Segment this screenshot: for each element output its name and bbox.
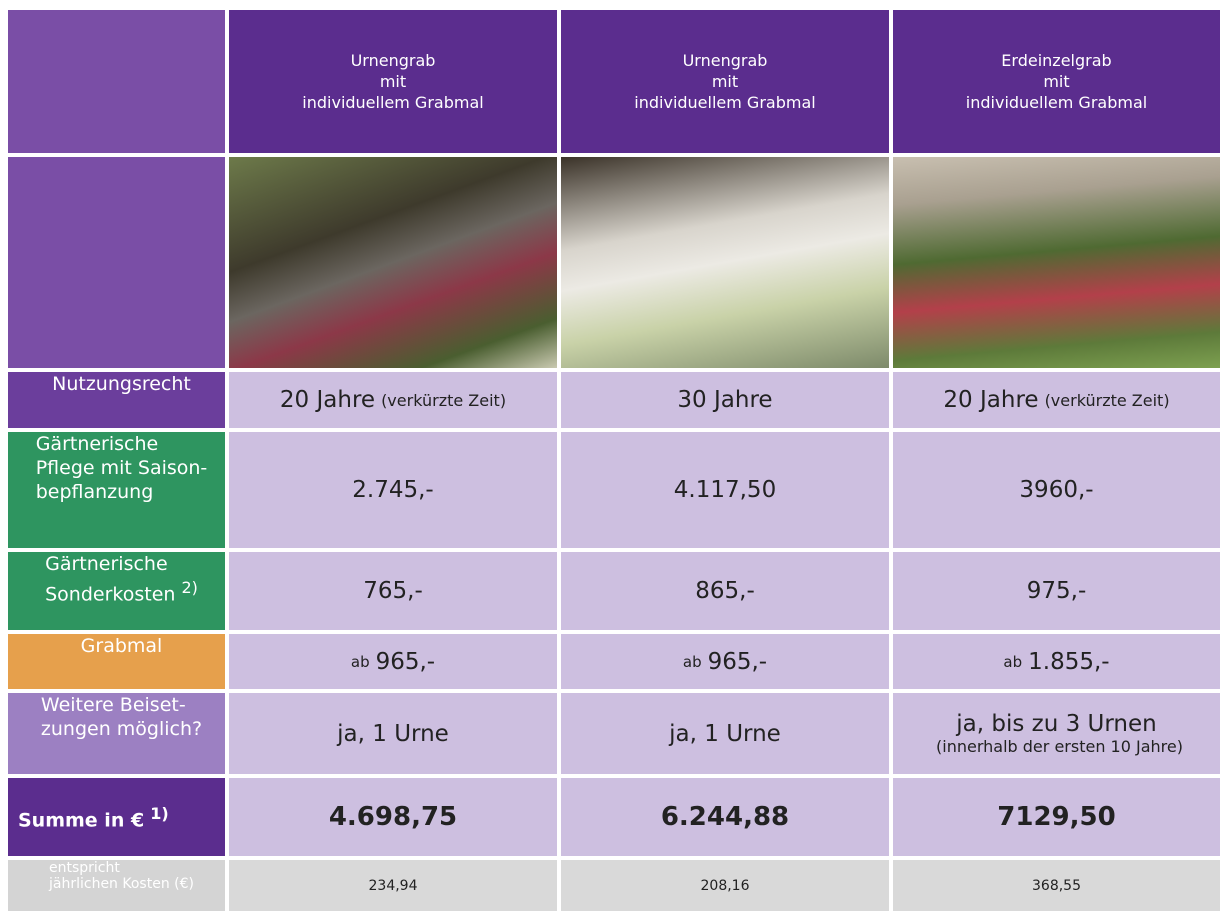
label-line: zungen möglich? [41, 717, 202, 741]
cell-prefix: ab [351, 653, 370, 671]
label-line: bepflanzung [36, 480, 154, 504]
header-line: individuellem Grabmal [966, 92, 1147, 113]
data-cell: ja, 1 Urne [229, 693, 557, 774]
cell-value: ja, 1 Urne [337, 721, 449, 747]
cell-value: 865,- [695, 578, 755, 604]
data-cell: 3960,- [893, 432, 1220, 548]
cell-value: ja, bis zu 3 Urnen [956, 711, 1157, 737]
data-cell: ab 1.855,- [893, 634, 1220, 689]
corner-cell [8, 10, 225, 153]
header-line: mit [1043, 71, 1069, 92]
photo [229, 157, 557, 368]
label-line: Summe in €1) [18, 802, 169, 832]
cell-prefix: ab [683, 653, 702, 671]
row-label: Summe in €1) [8, 778, 225, 856]
photo [893, 157, 1220, 368]
label-footnote: 1) [150, 804, 168, 823]
photo [561, 157, 889, 368]
data-cell: 2.745,- [229, 432, 557, 548]
label-line: Grabmal [81, 634, 163, 658]
label-line: Pflege mit Saison- [36, 456, 208, 480]
header-line: individuellem Grabmal [302, 92, 483, 113]
header-line: Urnengrab [351, 50, 436, 71]
row-label: Weitere Beiset-zungen möglich? [8, 693, 225, 774]
cell-value: 6.244,88 [661, 802, 789, 832]
cell-prefix: ab [1003, 653, 1022, 671]
cell-value: 4.117,50 [674, 477, 776, 503]
header-line: Urnengrab [683, 50, 768, 71]
data-cell: 368,55 [893, 860, 1220, 911]
label-line: Weitere Beiset- [41, 693, 186, 717]
row-label: Grabmal [8, 634, 225, 689]
data-cell: ab 965,- [561, 634, 889, 689]
cell-value: 20 Jahre [943, 387, 1038, 413]
data-cell: 865,- [561, 552, 889, 630]
cell-value: 4.698,75 [329, 802, 457, 832]
header-line: mit [380, 71, 406, 92]
header-line: individuellem Grabmal [634, 92, 815, 113]
cell-value: 208,16 [701, 878, 750, 894]
cell-note: (verkürzte Zeit) [1045, 391, 1170, 410]
row-label: Nutzungsrecht [8, 372, 225, 428]
cell-value: ja, 1 Urne [669, 721, 781, 747]
cell-value: 234,94 [369, 878, 418, 894]
cell-value: 3960,- [1019, 477, 1093, 503]
cell-value: 20 Jahre [280, 387, 375, 413]
corner-cell [8, 157, 225, 368]
price-table: Urnengrabmitindividuellem GrabmalUrnengr… [0, 0, 1220, 911]
data-cell: 6.244,88 [561, 778, 889, 856]
cell-value: 1.855,- [1028, 649, 1109, 675]
data-cell: ja, bis zu 3 Urnen(innerhalb der ersten … [893, 693, 1220, 774]
label-line: entspricht [49, 860, 120, 876]
label-line: Nutzungsrecht [52, 372, 191, 396]
data-cell: 20 Jahre (verkürzte Zeit) [229, 372, 557, 428]
data-cell: 208,16 [561, 860, 889, 911]
cell-value: 765,- [363, 578, 423, 604]
label-line: jährlichen Kosten (€) [49, 876, 194, 892]
cell-value: 965,- [708, 649, 768, 675]
data-cell: 4.698,75 [229, 778, 557, 856]
data-cell: 765,- [229, 552, 557, 630]
header-line: mit [712, 71, 738, 92]
cell-value: 975,- [1027, 578, 1087, 604]
data-cell: 7129,50 [893, 778, 1220, 856]
cell-value: 368,55 [1032, 878, 1081, 894]
cell-value: 30 Jahre [677, 387, 772, 413]
cell-value: 7129,50 [997, 802, 1115, 832]
data-cell: 4.117,50 [561, 432, 889, 548]
label-line: Gärtnerische [36, 432, 159, 456]
data-cell: ja, 1 Urne [561, 693, 889, 774]
cell-value: 2.745,- [352, 477, 433, 503]
data-cell: ab 965,- [229, 634, 557, 689]
cell-note: (innerhalb der ersten 10 Jahre) [936, 737, 1183, 756]
data-cell: 30 Jahre [561, 372, 889, 428]
data-cell: 20 Jahre (verkürzte Zeit) [893, 372, 1220, 428]
data-cell: 975,- [893, 552, 1220, 630]
label-footnote: 2) [181, 578, 197, 597]
header-line: Erdeinzelgrab [1001, 50, 1111, 71]
cell-note: (verkürzte Zeit) [381, 391, 506, 410]
label-line: Gärtnerische [45, 552, 168, 576]
cell-value: 965,- [376, 649, 436, 675]
data-cell: 234,94 [229, 860, 557, 911]
